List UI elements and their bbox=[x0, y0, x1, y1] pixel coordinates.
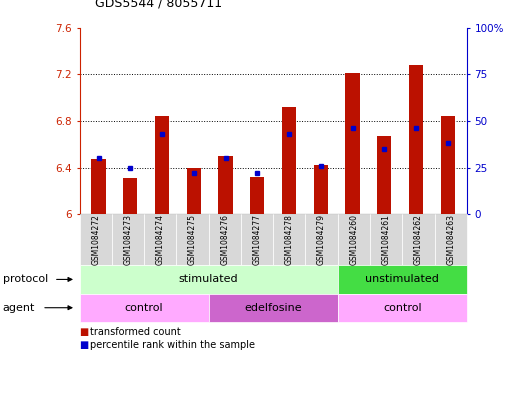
Text: ■: ■ bbox=[80, 327, 89, 337]
Text: percentile rank within the sample: percentile rank within the sample bbox=[90, 340, 255, 350]
Text: GSM1084274: GSM1084274 bbox=[156, 214, 165, 265]
Bar bbox=[409, 65, 423, 214]
Text: edelfosine: edelfosine bbox=[244, 303, 302, 313]
Text: GSM1084279: GSM1084279 bbox=[317, 214, 326, 265]
Text: GSM1084275: GSM1084275 bbox=[188, 214, 197, 265]
Text: agent: agent bbox=[3, 303, 35, 313]
Text: GSM1084278: GSM1084278 bbox=[285, 214, 294, 265]
Text: GSM1084263: GSM1084263 bbox=[446, 214, 455, 265]
Text: GSM1084273: GSM1084273 bbox=[124, 214, 132, 265]
Bar bbox=[282, 107, 296, 214]
Bar bbox=[91, 159, 106, 214]
Text: ■: ■ bbox=[80, 340, 89, 350]
Text: GDS5544 / 8055711: GDS5544 / 8055711 bbox=[95, 0, 222, 10]
Text: GSM1084277: GSM1084277 bbox=[252, 214, 262, 265]
Bar bbox=[187, 167, 201, 214]
Text: GSM1084272: GSM1084272 bbox=[91, 214, 100, 265]
Text: control: control bbox=[125, 303, 163, 313]
Bar bbox=[250, 177, 264, 214]
Text: transformed count: transformed count bbox=[90, 327, 181, 337]
Bar bbox=[313, 165, 328, 214]
Text: GSM1084260: GSM1084260 bbox=[349, 214, 359, 265]
Text: GSM1084262: GSM1084262 bbox=[414, 214, 423, 265]
Bar bbox=[441, 116, 455, 214]
Bar bbox=[219, 156, 233, 214]
Bar bbox=[377, 136, 391, 214]
Bar bbox=[345, 73, 360, 214]
Text: stimulated: stimulated bbox=[179, 274, 239, 285]
Bar bbox=[155, 116, 169, 214]
Text: GSM1084261: GSM1084261 bbox=[382, 214, 390, 265]
Text: protocol: protocol bbox=[3, 274, 48, 285]
Text: GSM1084276: GSM1084276 bbox=[220, 214, 229, 265]
Bar bbox=[123, 178, 137, 214]
Text: control: control bbox=[383, 303, 422, 313]
Text: unstimulated: unstimulated bbox=[365, 274, 439, 285]
